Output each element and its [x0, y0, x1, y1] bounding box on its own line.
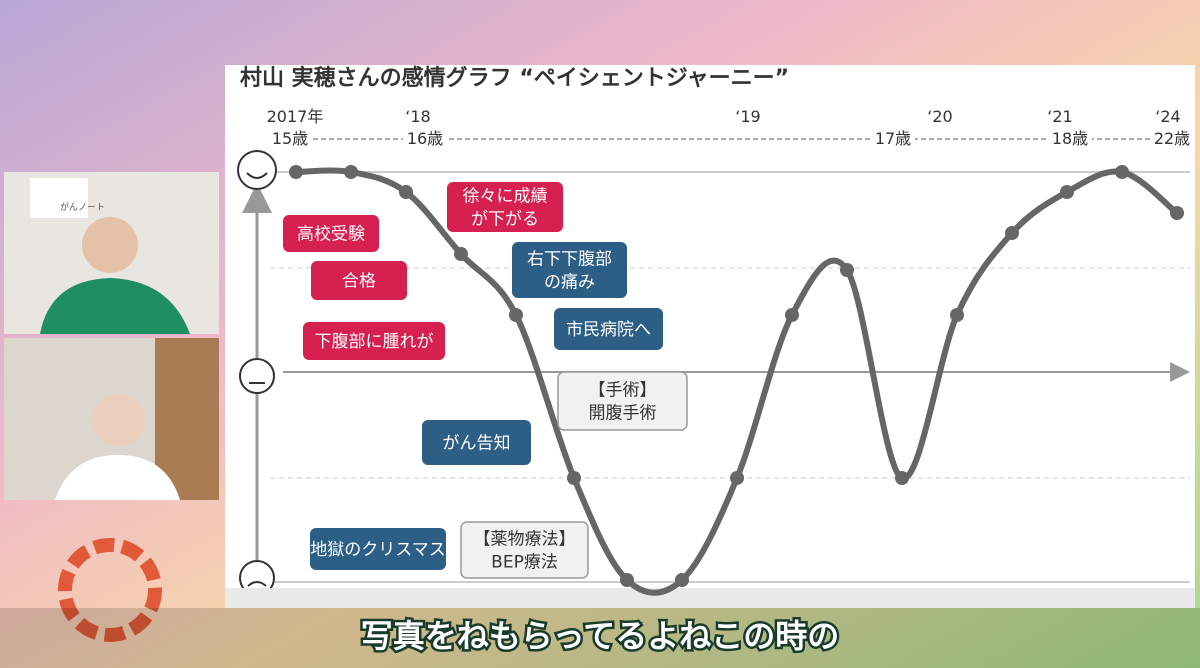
- callout-text: がん告知: [443, 434, 511, 454]
- curve-point: [509, 308, 523, 322]
- curve-point: [730, 471, 744, 485]
- year-label: ‘19: [735, 107, 760, 126]
- callout: [303, 322, 445, 360]
- person-body: [40, 278, 190, 334]
- callout: [311, 261, 407, 300]
- callout-text: 【薬物療法】: [474, 530, 576, 550]
- callout-text: 開腹手術: [589, 404, 657, 424]
- year-label: ‘21: [1047, 107, 1072, 126]
- year-label: ‘20: [927, 107, 952, 126]
- logo-sign: [30, 178, 88, 218]
- year-label: ‘18: [405, 107, 430, 126]
- curve-point: [399, 185, 413, 199]
- face-features: [246, 172, 268, 587]
- emotion-curve: [293, 167, 1180, 596]
- curve-point: [344, 165, 358, 179]
- callout: [422, 420, 531, 465]
- curve-point: [567, 471, 581, 485]
- curve-point: [895, 471, 909, 485]
- callout: [512, 242, 627, 298]
- curve-point: [1115, 165, 1129, 179]
- callout-text: 合格: [342, 272, 376, 292]
- callout-text: 高校受験: [297, 225, 365, 245]
- age-label: 17歳: [875, 129, 911, 148]
- curve-point: [840, 263, 854, 277]
- callout-text: 【手術】: [589, 381, 657, 401]
- age-bg: [403, 130, 447, 148]
- curve-point: [675, 573, 689, 587]
- curve-point: [620, 573, 634, 587]
- curve-point: [1005, 226, 1019, 240]
- logo-ring: [58, 538, 162, 642]
- callout-text: 市民病院へ: [566, 320, 651, 340]
- curve-point: [950, 308, 964, 322]
- callout: [554, 308, 663, 350]
- person: [92, 394, 144, 446]
- year-label: 2017年: [267, 107, 324, 126]
- age-label: 16歳: [407, 129, 443, 148]
- callout-text: が下がる: [471, 210, 539, 230]
- year-label: ‘24: [1155, 107, 1180, 126]
- callout-text: BEP療法: [491, 553, 558, 573]
- caption-band: [0, 608, 1200, 668]
- callout: [460, 521, 589, 579]
- callout-text: の痛み: [544, 273, 595, 293]
- curve-point: [454, 247, 468, 261]
- logo-text: がんノート: [60, 201, 105, 213]
- age-bg: [1150, 130, 1194, 148]
- curve-point: [289, 165, 303, 179]
- curve-point: [785, 308, 799, 322]
- curve-point: [1170, 206, 1184, 220]
- slide-title: 村山 実穂さんの感情グラフ “ペイシェントジャーニー”: [240, 65, 789, 91]
- callout-text: 右下下腹部: [527, 250, 612, 270]
- callout-text: 徐々に成績: [463, 187, 548, 207]
- age-bg: [268, 130, 312, 148]
- age-label: 22歳: [1154, 129, 1190, 148]
- caption: 写真をねもらってるよねこの時の: [361, 617, 839, 655]
- callout-text: 下腹部に腫れが: [315, 332, 434, 352]
- callout: [310, 528, 446, 570]
- person: [82, 217, 138, 273]
- age-label: 15歳: [272, 129, 308, 148]
- age-bg: [1048, 130, 1092, 148]
- callout: [283, 215, 379, 252]
- callout: [447, 182, 563, 232]
- shelf: [155, 338, 219, 500]
- curve-point: [1060, 185, 1074, 199]
- player-controls[interactable]: [225, 588, 1195, 608]
- age-bg: [871, 130, 915, 148]
- age-label: 18歳: [1052, 129, 1088, 148]
- callout-text: 地獄のクリスマス: [310, 540, 446, 560]
- person-body: [55, 455, 180, 500]
- callout: [557, 371, 688, 431]
